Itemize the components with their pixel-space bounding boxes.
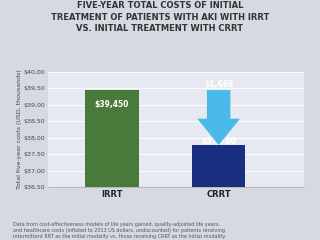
Text: $37,780: $37,780 [201,137,236,146]
Y-axis label: Total five-year costs (USD, thousands): Total five-year costs (USD, thousands) [17,70,22,189]
Text: $1,668: $1,668 [204,80,233,89]
Bar [192,145,245,187]
Text: FIVE-YEAR TOTAL COSTS OF INITIAL
TREATMENT OF PATIENTS WITH AKI WITH IRRT
VS. IN: FIVE-YEAR TOTAL COSTS OF INITIAL TREATME… [51,1,269,33]
Polygon shape [197,90,240,145]
Text: Data from cost-effectiveness models of life years gained, quality-adjusted life : Data from cost-effectiveness models of l… [13,222,226,239]
Bar [85,90,139,187]
Text: $39,450: $39,450 [95,100,129,109]
